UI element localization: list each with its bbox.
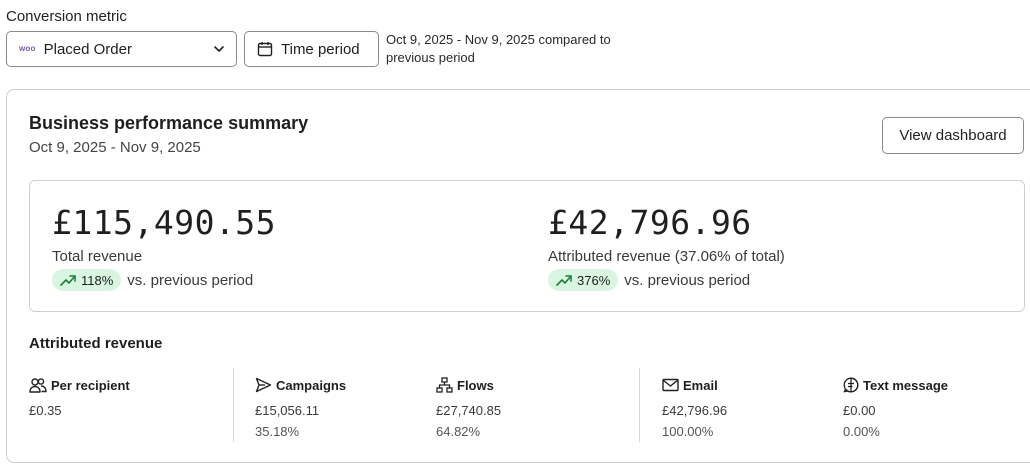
divider xyxy=(639,368,640,442)
metric-value: £0.35 xyxy=(29,403,62,418)
metric-value: £0.00 xyxy=(843,403,876,418)
total-revenue-change: 118% vs. previous period xyxy=(52,269,276,291)
card-title: Business performance summary xyxy=(29,113,309,133)
change-value: 376% xyxy=(577,272,611,288)
metric-label: Per recipient xyxy=(51,377,130,393)
total-revenue-amount: £115,490.55 xyxy=(52,203,277,242)
metric-percent: 0.00% xyxy=(843,424,880,439)
total-revenue-block: £115,490.55 Total revenue 118% vs. previ… xyxy=(52,203,276,291)
metric-value: £15,056.11 xyxy=(255,403,320,418)
change-value: 118% xyxy=(81,272,114,288)
metric-percent: 64.82% xyxy=(436,424,481,439)
conversion-metric-value: Placed Order xyxy=(43,40,132,58)
divider xyxy=(233,368,234,442)
view-dashboard-button[interactable]: View dashboard xyxy=(882,117,1024,154)
trend-up-icon xyxy=(556,275,572,286)
conversion-metric-select[interactable]: woo Placed Order xyxy=(6,31,237,67)
people-icon xyxy=(29,378,47,393)
metric-text-message: Text message £0.00 0.00% xyxy=(843,376,949,440)
change-badge: 376% xyxy=(548,269,619,291)
attributed-revenue-title: Attributed revenue xyxy=(29,335,163,352)
send-icon xyxy=(255,377,272,393)
time-period-button[interactable]: Time period xyxy=(244,31,379,67)
attributed-revenue-change: 376% vs. previous period xyxy=(548,269,785,291)
attributed-revenue-label: Attributed revenue (37.06% of total) xyxy=(548,248,785,265)
metric-value: £27,740.85 xyxy=(436,403,502,418)
mail-icon xyxy=(662,378,679,392)
metric-flows: Flows £27,740.85 64.82% xyxy=(436,376,501,439)
card-date-range: Oct 9, 2025 - Nov 9, 2025 xyxy=(29,139,201,156)
revenue-summary-box: £115,490.55 Total revenue 118% vs. previ… xyxy=(29,180,1025,312)
metric-per-recipient: Per recipient £0.35 xyxy=(29,376,130,419)
metric-campaigns: Campaigns £15,056.11 35.18% xyxy=(255,376,347,440)
metric-value: £42,796.96 xyxy=(662,403,728,418)
business-performance-card: Business performance summary Oct 9, 2025… xyxy=(6,89,1030,463)
change-badge: 118% xyxy=(52,269,122,291)
flows-icon xyxy=(436,377,453,393)
change-suffix: vs. previous period xyxy=(127,271,254,289)
metric-label: Flows xyxy=(457,377,494,393)
metric-label: Email xyxy=(683,377,718,393)
trend-up-icon xyxy=(60,275,76,286)
metric-email: Email £42,796.96 100.00% xyxy=(662,376,728,440)
time-period-label: Time period xyxy=(281,40,360,58)
woocommerce-logo: woo xyxy=(19,43,36,53)
change-suffix: vs. previous period xyxy=(624,271,751,289)
message-icon xyxy=(843,377,859,393)
calendar-icon xyxy=(257,42,273,57)
chevron-down-icon xyxy=(214,46,224,52)
metric-percent: 100.00% xyxy=(662,424,714,439)
attributed-revenue-amount: £42,796.96 xyxy=(548,203,752,242)
metric-label: Campaigns xyxy=(276,377,347,393)
attributed-revenue-block: £42,796.96 Attributed revenue (37.06% of… xyxy=(548,203,785,291)
metric-percent: 35.18% xyxy=(255,424,300,439)
conversion-metric-label: Conversion metric xyxy=(6,8,127,25)
metric-label: Text message xyxy=(863,377,949,393)
total-revenue-label: Total revenue xyxy=(52,248,143,265)
comparison-text: Oct 9, 2025 - Nov 9, 2025 compared to pr… xyxy=(386,32,611,65)
